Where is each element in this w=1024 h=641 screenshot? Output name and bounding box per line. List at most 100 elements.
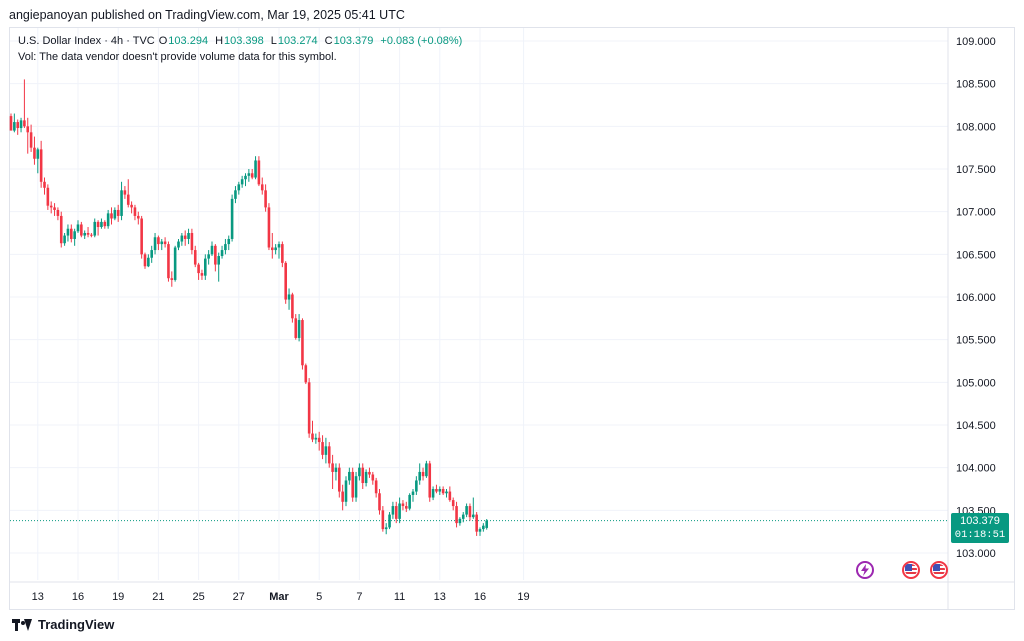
last-price-value: 103.379	[960, 515, 1000, 527]
candle-down	[70, 228, 73, 239]
time-tick-label: 19	[517, 591, 529, 603]
time-tick-label: 13	[32, 591, 44, 603]
candlestick-series	[9, 79, 488, 536]
tradingview-brand[interactable]: TradingView	[12, 617, 114, 632]
candle-up	[244, 175, 247, 180]
candle-down	[170, 278, 174, 280]
time-tick-label: 25	[192, 591, 204, 603]
candle-down	[140, 218, 143, 255]
candle-down	[311, 433, 314, 440]
candle-down	[46, 187, 50, 206]
candle-down	[56, 209, 60, 216]
price-axis: 109.000 108.500 108.000 107.500 107.000 106.5…	[956, 36, 996, 560]
candle-up	[384, 527, 388, 530]
publish-caption: angiepanoyan published on TradingView.co…	[9, 8, 405, 22]
candle-up	[160, 241, 164, 245]
symbol-name[interactable]: U.S. Dollar Index · 4h · TVC	[18, 35, 155, 47]
candle-up	[217, 256, 220, 265]
candle-up	[113, 209, 117, 219]
candle-up	[150, 250, 153, 258]
candle-up	[408, 494, 411, 509]
candle-down	[264, 190, 267, 208]
candle-up	[411, 491, 415, 495]
candle-down	[197, 264, 200, 274]
price-tick-label: 105.000	[956, 377, 996, 389]
candle-down	[327, 446, 331, 464]
price-tick-label: 105.500	[956, 335, 996, 347]
candle-up	[63, 235, 66, 244]
candle-down	[368, 471, 371, 475]
candle-down	[143, 254, 147, 267]
time-tick-label: 13	[434, 591, 446, 603]
time-tick-label: 5	[316, 591, 322, 603]
close-value: 103.379	[333, 35, 374, 47]
candle-down	[193, 250, 197, 265]
candle-down	[167, 244, 170, 279]
candle-down	[33, 147, 36, 159]
candle-down	[137, 215, 140, 219]
candle-up	[204, 258, 207, 276]
candle-down	[455, 506, 458, 524]
candle-down	[133, 207, 137, 216]
flash-icon[interactable]	[856, 561, 874, 579]
candle-up	[153, 237, 157, 251]
candle-up	[224, 244, 227, 251]
chart-frame	[9, 27, 1015, 610]
candle-down	[405, 506, 408, 509]
candle-up	[254, 160, 257, 178]
candle-down	[260, 184, 264, 191]
time-axis: 13 16 19 21 25 27 Mar 5 7 11 13 16 19	[32, 591, 530, 603]
high-label: H	[215, 35, 224, 47]
candle-up	[234, 190, 237, 199]
candle-up	[415, 480, 418, 492]
candle-down	[475, 514, 478, 532]
candle-up	[354, 476, 358, 498]
candle-down	[448, 491, 452, 501]
candle-down	[468, 506, 472, 518]
volume-note: Vol: The data vendor doesn't provide vol…	[18, 51, 337, 63]
time-tick-label: 27	[233, 591, 245, 603]
candle-down	[257, 160, 261, 185]
candle-down	[96, 221, 100, 228]
us-flag-icon[interactable]	[902, 561, 920, 579]
candle-up	[445, 491, 448, 494]
candle-down	[291, 294, 294, 319]
low-value: 103.274	[277, 35, 318, 47]
us-flag-icon[interactable]	[930, 561, 948, 579]
candle-down	[351, 471, 354, 498]
candle-down	[378, 493, 381, 511]
candle-up	[220, 250, 224, 257]
price-tick-label: 106.500	[956, 249, 996, 261]
candle-up	[247, 173, 251, 176]
candle-up	[227, 238, 231, 245]
candle-down	[23, 120, 26, 127]
candle-up	[472, 514, 475, 518]
candle-up	[478, 529, 482, 532]
time-tick-label: 16	[72, 591, 84, 603]
price-tick-label: 106.000	[956, 292, 996, 304]
candle-down	[428, 463, 432, 498]
candle-down	[250, 173, 254, 178]
brand-name: TradingView	[38, 617, 115, 632]
candle-down	[183, 235, 187, 239]
candle-up	[458, 518, 462, 524]
candle-down	[304, 365, 308, 383]
close-label: C	[324, 35, 333, 47]
candle-down	[214, 245, 217, 265]
candle-down	[281, 244, 284, 263]
candle-down	[294, 318, 298, 338]
price-tick-label: 104.000	[956, 463, 996, 475]
candle-up	[230, 198, 234, 239]
candle-up	[334, 467, 338, 472]
candle-up	[187, 233, 190, 239]
candle-down	[301, 320, 304, 366]
candle-up	[274, 247, 277, 251]
candle-down	[267, 207, 271, 248]
candle-down	[381, 510, 385, 530]
candle-up	[438, 489, 442, 492]
price-tick-label: 103.000	[956, 548, 996, 560]
candle-up	[177, 241, 180, 248]
candle-up	[388, 514, 391, 528]
